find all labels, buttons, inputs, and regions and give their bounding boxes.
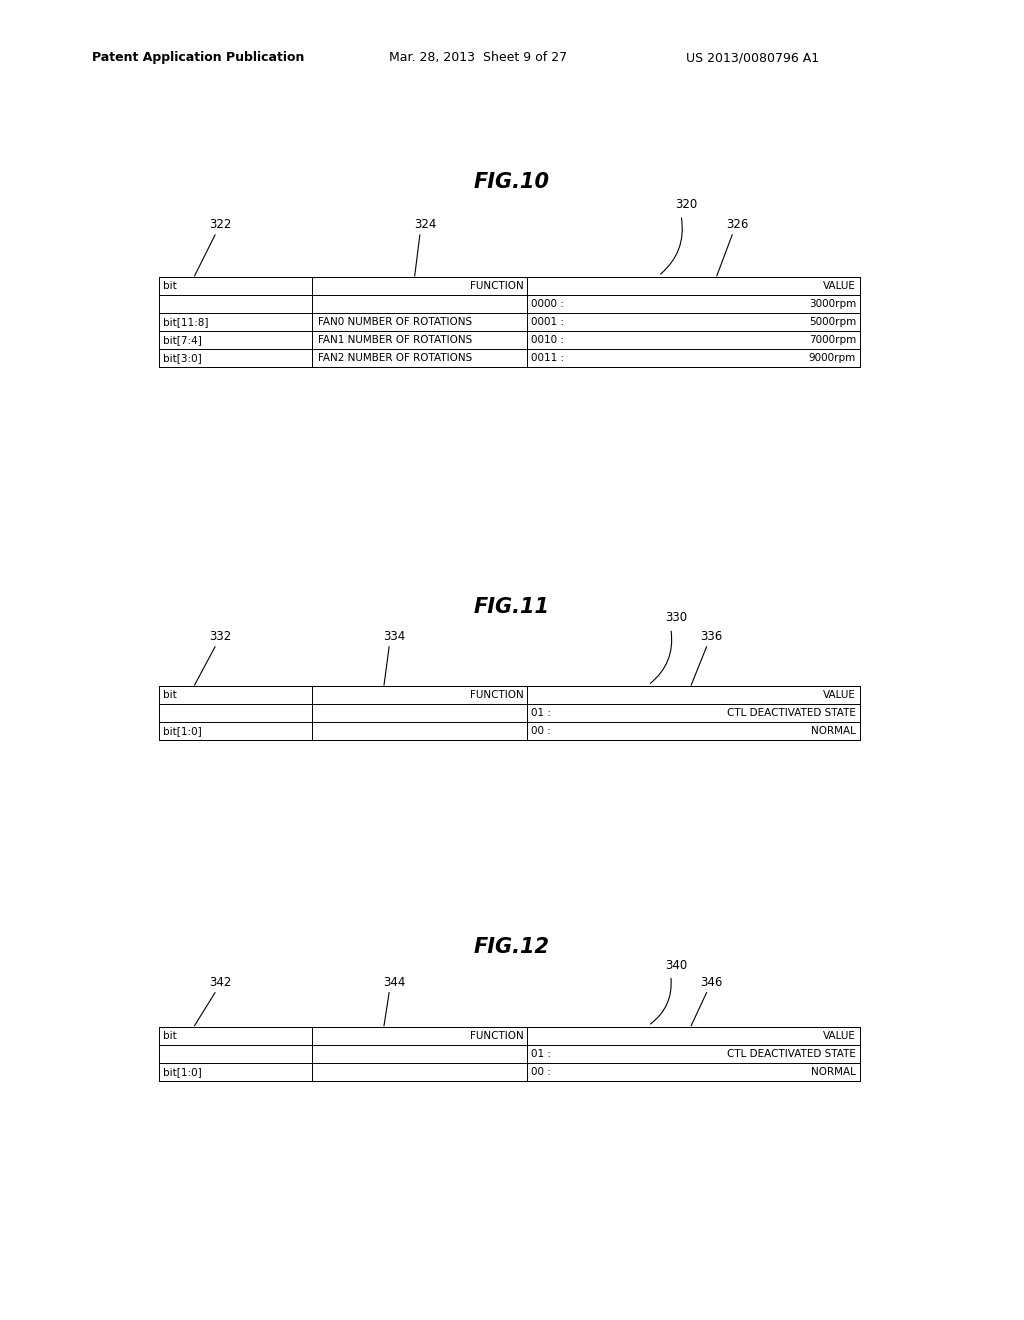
Text: 0000 :: 0000 :: [531, 300, 564, 309]
Text: FIG.12: FIG.12: [474, 937, 550, 957]
Text: 326: 326: [726, 218, 749, 231]
Text: FAN1 NUMBER OF ROTATIONS: FAN1 NUMBER OF ROTATIONS: [318, 335, 473, 346]
Text: 342: 342: [209, 975, 231, 989]
Text: FUNCTION: FUNCTION: [470, 1031, 523, 1041]
Text: bit[1:0]: bit[1:0]: [163, 726, 202, 737]
Text: NORMAL: NORMAL: [811, 1067, 856, 1077]
Text: 3000rpm: 3000rpm: [809, 300, 856, 309]
Text: NORMAL: NORMAL: [811, 726, 856, 737]
Text: 00 :: 00 :: [531, 726, 551, 737]
Text: 0011 :: 0011 :: [531, 354, 564, 363]
Text: 01 :: 01 :: [531, 709, 552, 718]
Text: 332: 332: [209, 630, 231, 643]
Text: VALUE: VALUE: [823, 1031, 856, 1041]
Text: bit[7:4]: bit[7:4]: [163, 335, 202, 346]
Text: bit: bit: [163, 690, 176, 701]
Text: 01 :: 01 :: [531, 1049, 552, 1059]
Text: bit[3:0]: bit[3:0]: [163, 354, 202, 363]
Bar: [159, 686, 860, 741]
Text: 336: 336: [700, 630, 723, 643]
Text: US 2013/0080796 A1: US 2013/0080796 A1: [686, 51, 819, 65]
Text: Patent Application Publication: Patent Application Publication: [92, 51, 304, 65]
Text: FIG.11: FIG.11: [474, 597, 550, 616]
Text: Mar. 28, 2013  Sheet 9 of 27: Mar. 28, 2013 Sheet 9 of 27: [389, 51, 567, 65]
Text: 00 :: 00 :: [531, 1067, 551, 1077]
Bar: [159, 277, 860, 367]
Text: VALUE: VALUE: [823, 690, 856, 701]
Text: 0001 :: 0001 :: [531, 317, 564, 327]
Text: 340: 340: [665, 958, 687, 972]
Text: FAN0 NUMBER OF ROTATIONS: FAN0 NUMBER OF ROTATIONS: [318, 317, 473, 327]
Text: 334: 334: [383, 630, 406, 643]
Text: FUNCTION: FUNCTION: [470, 281, 523, 292]
Text: CTL DEACTIVATED STATE: CTL DEACTIVATED STATE: [727, 1049, 856, 1059]
Text: 9000rpm: 9000rpm: [809, 354, 856, 363]
Text: 0010 :: 0010 :: [531, 335, 564, 346]
Text: bit: bit: [163, 281, 176, 292]
Text: FUNCTION: FUNCTION: [470, 690, 523, 701]
Text: 324: 324: [414, 218, 436, 231]
Text: 330: 330: [665, 611, 687, 624]
Text: FAN2 NUMBER OF ROTATIONS: FAN2 NUMBER OF ROTATIONS: [318, 354, 473, 363]
Text: bit[11:8]: bit[11:8]: [163, 317, 208, 327]
Text: 5000rpm: 5000rpm: [809, 317, 856, 327]
Text: bit[1:0]: bit[1:0]: [163, 1067, 202, 1077]
Text: VALUE: VALUE: [823, 281, 856, 292]
Bar: [159, 1027, 860, 1081]
Text: 320: 320: [675, 198, 697, 211]
Text: CTL DEACTIVATED STATE: CTL DEACTIVATED STATE: [727, 709, 856, 718]
Text: 346: 346: [700, 975, 723, 989]
Text: FIG.10: FIG.10: [474, 172, 550, 191]
Text: 322: 322: [209, 218, 231, 231]
Text: 344: 344: [383, 975, 406, 989]
Text: 7000rpm: 7000rpm: [809, 335, 856, 346]
Text: bit: bit: [163, 1031, 176, 1041]
